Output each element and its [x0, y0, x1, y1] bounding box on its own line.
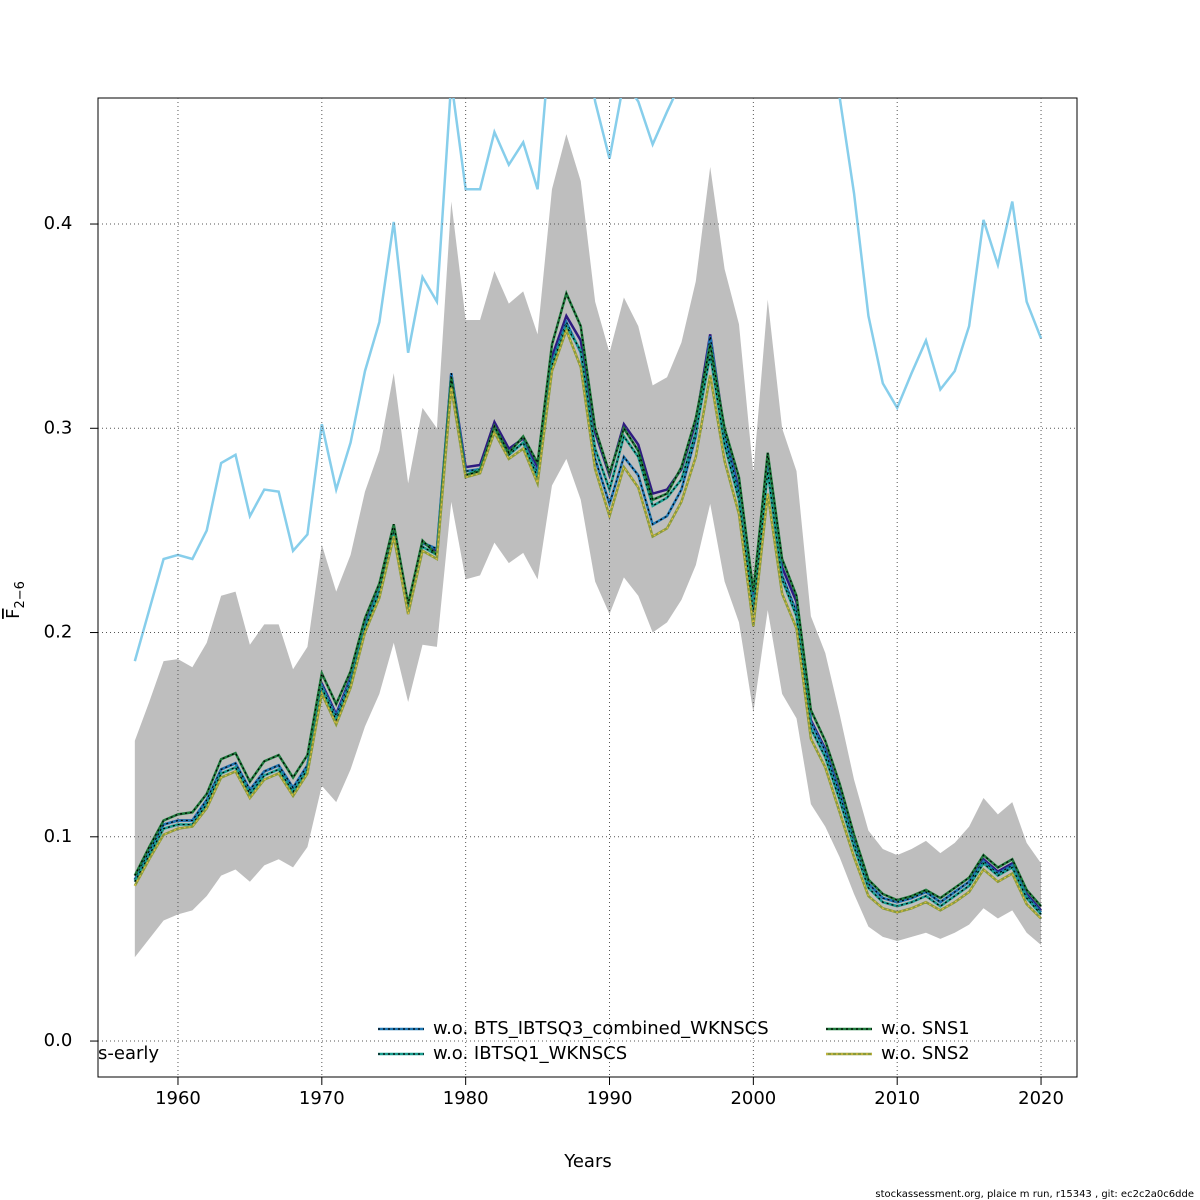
- legend-label: w.o. BTS_IBTSQ3_combined_WKNSCS: [433, 1018, 769, 1039]
- series-line-dots: [134, 324, 1042, 915]
- x-tick-label: 1970: [299, 1088, 345, 1109]
- y-tick-label: 0.2: [44, 622, 73, 643]
- y-tick-label: 0.1: [44, 826, 73, 847]
- x-tick-label: 1990: [587, 1088, 633, 1109]
- legend-label: w.o. SNS2: [881, 1043, 970, 1064]
- series-line-dots: [134, 328, 1042, 919]
- y-label-sub: 2−6: [13, 581, 28, 608]
- x-tick-label: 1980: [443, 1088, 489, 1109]
- x-tick-label: 2010: [874, 1088, 920, 1109]
- legend-label: w.o. IBTSQ1_WKNSCS: [433, 1043, 627, 1064]
- x-tick-label: 2000: [730, 1088, 776, 1109]
- y-tick-label: 0.0: [44, 1030, 73, 1051]
- legend-label: w.o. SNS1: [881, 1018, 970, 1039]
- y-tick-label: 0.4: [44, 213, 73, 234]
- plot-frame: [97, 97, 1078, 1078]
- footer: stockassessment.org, plaice m run, r1534…: [875, 1189, 1194, 1200]
- x-tick-label: 1960: [155, 1088, 201, 1109]
- y-label-main: F: [3, 609, 24, 619]
- confidence-band: [134, 134, 1042, 958]
- x-tick-label: 2020: [1018, 1088, 1064, 1109]
- annotation: s-early: [98, 1043, 159, 1064]
- plot-area: [133, 98, 1043, 958]
- y-axis-label: F2−6: [3, 581, 28, 619]
- series-line: [133, 289, 1042, 908]
- series-line: [133, 98, 1043, 662]
- x-axis-label: Years: [563, 1151, 612, 1172]
- y-tick-label: 0.3: [44, 417, 73, 438]
